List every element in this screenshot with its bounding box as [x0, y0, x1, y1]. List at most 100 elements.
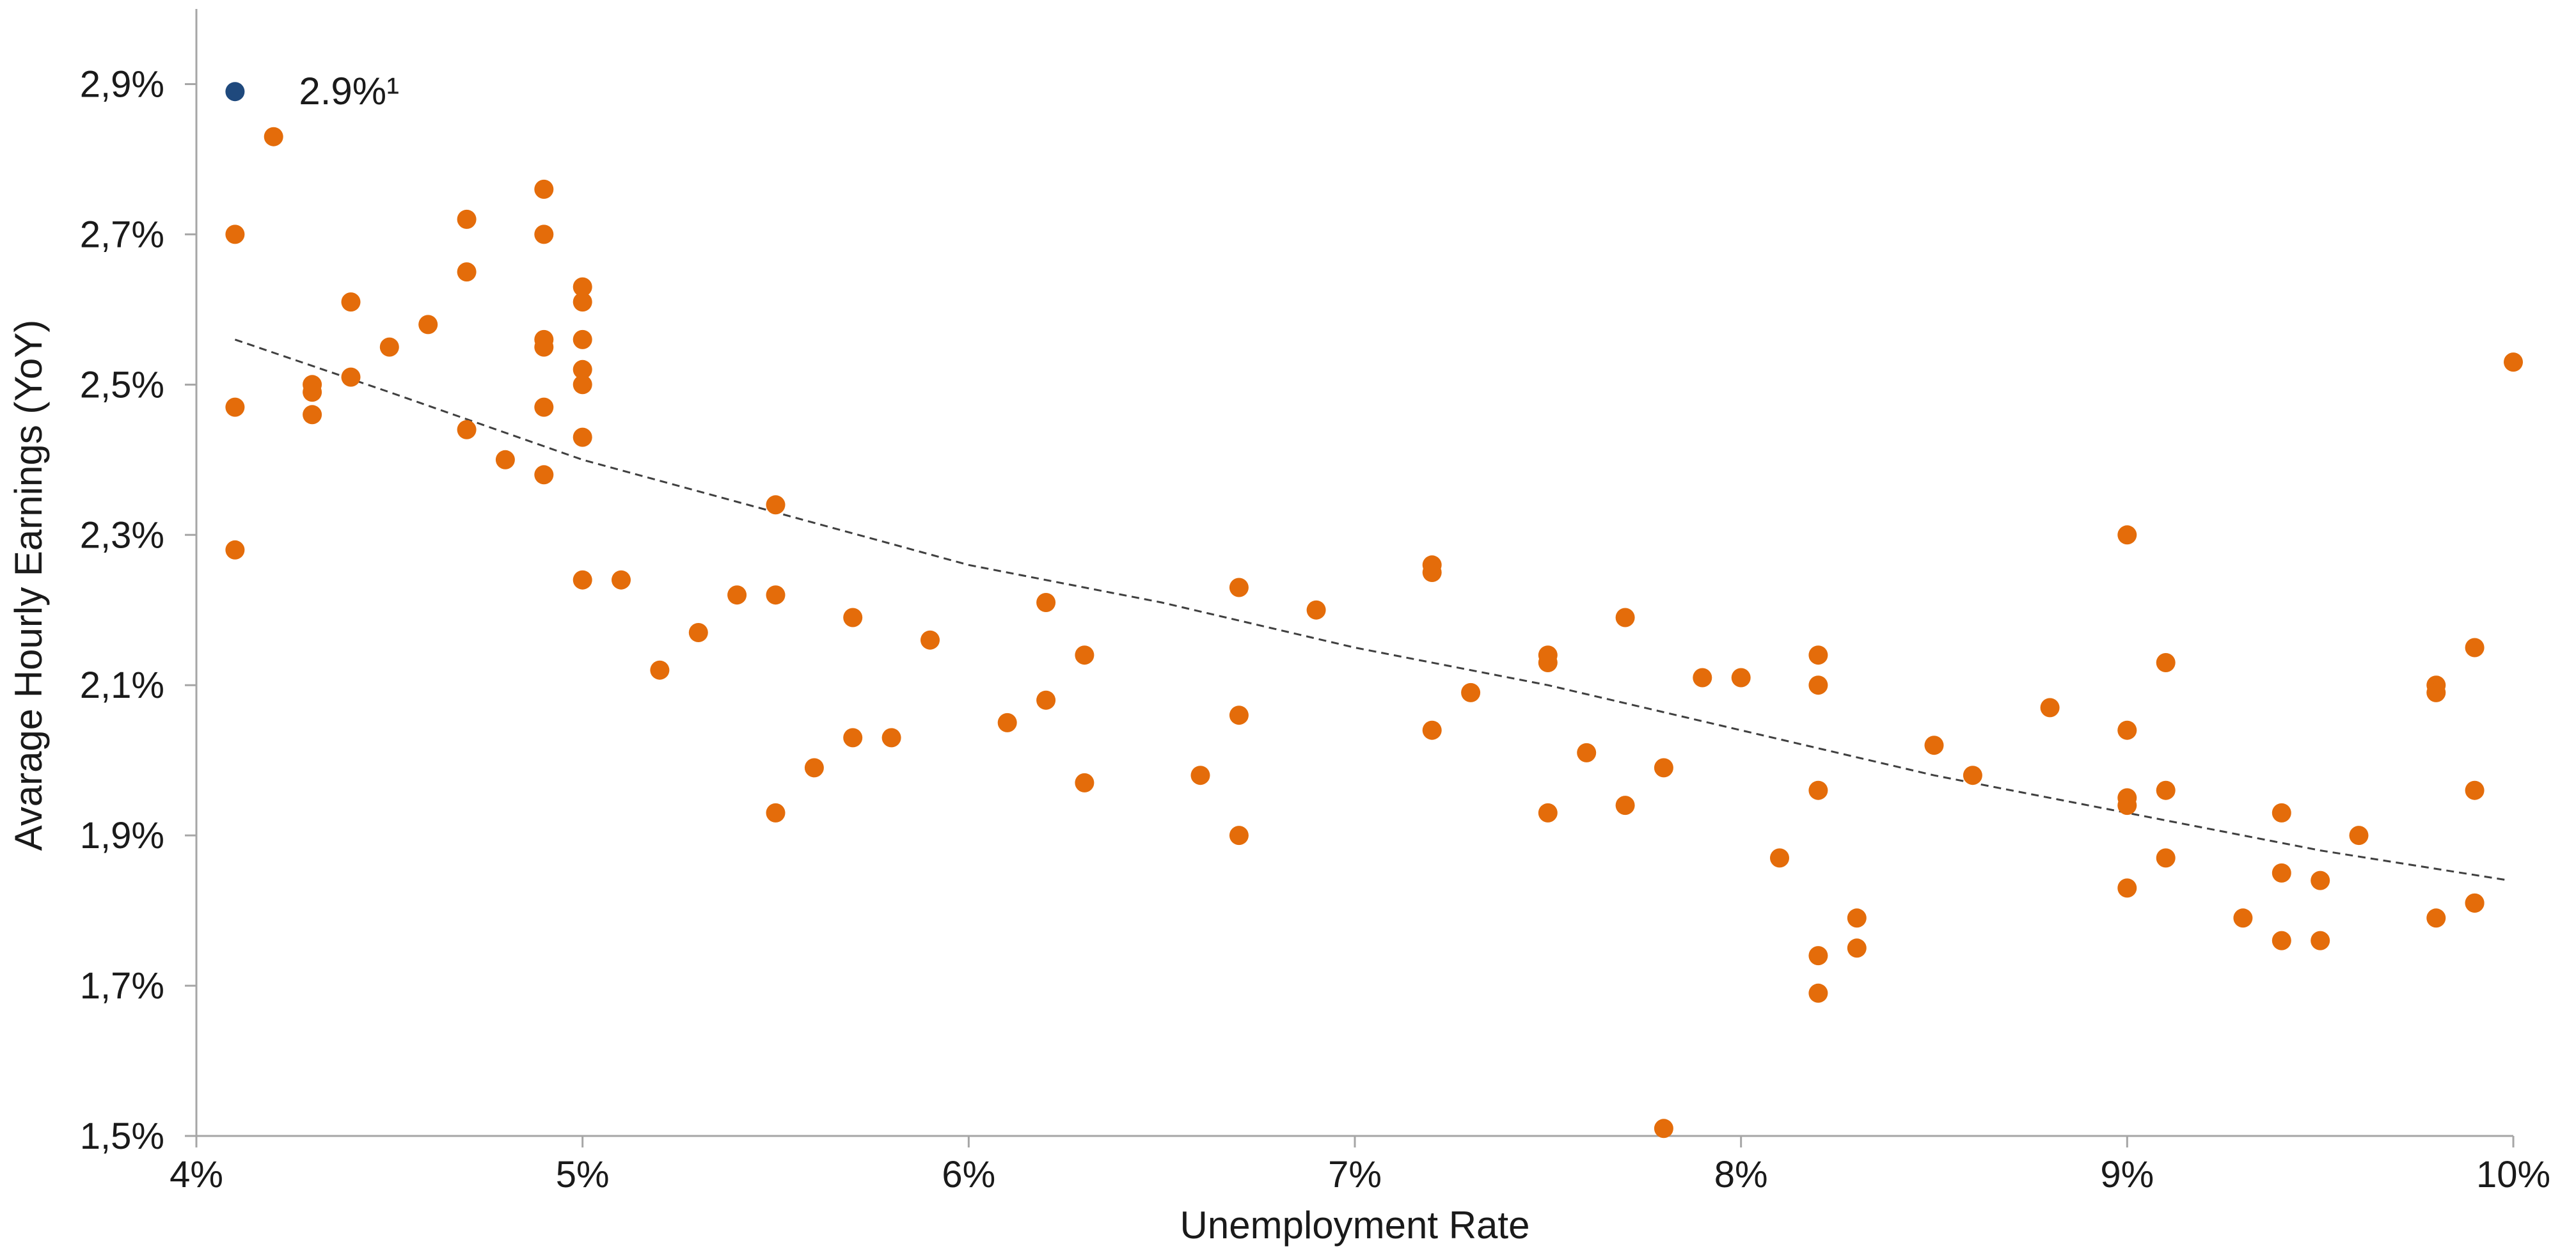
x-tick-labels: 4% 5% 6% 7% 8% 9% 10%: [170, 1154, 2550, 1195]
data-point: [225, 540, 245, 560]
data-point: [1808, 780, 1828, 800]
data-point: [1963, 766, 1982, 785]
data-point: [2156, 848, 2176, 868]
data-point: [2272, 803, 2291, 823]
data-point: [2465, 893, 2485, 913]
y-tick-label: 2,5%: [80, 364, 164, 406]
data-point: [1461, 682, 1481, 702]
data-point: [1229, 705, 1249, 725]
data-point: [1731, 668, 1751, 688]
data-point: [457, 209, 477, 229]
highlight-point: [225, 82, 245, 102]
y-tick-label: 1,9%: [80, 815, 164, 856]
data-point: [534, 225, 554, 244]
data-point: [225, 225, 245, 244]
data-point: [341, 292, 361, 312]
data-point: [457, 420, 477, 439]
data-point: [766, 495, 786, 515]
data-point: [997, 713, 1017, 732]
data-point: [2272, 863, 2291, 883]
data-point: [573, 277, 592, 297]
y-tick-labels: 1,5% 1,7% 1,9% 2,1% 2,3% 2,5% 2,7% 2,9%: [80, 63, 164, 1157]
data-point: [612, 570, 631, 590]
data-point: [573, 570, 592, 590]
data-point: [1075, 773, 1094, 792]
data-point: [379, 337, 399, 357]
data-point: [2426, 908, 2446, 928]
y-axis-title: Avarage Hourly Earnings (YoY): [7, 320, 50, 851]
y-tick-label: 2,7%: [80, 214, 164, 255]
data-point: [1190, 766, 1210, 785]
data-point: [2040, 698, 2060, 718]
data-points: [225, 127, 2523, 1139]
data-point: [2504, 352, 2523, 372]
data-point: [2349, 826, 2369, 846]
data-point: [1538, 803, 1558, 823]
data-point: [921, 630, 940, 650]
x-tick-label: 5%: [556, 1154, 610, 1195]
data-point: [418, 315, 438, 335]
data-point: [1654, 758, 1673, 778]
data-point: [573, 359, 592, 379]
data-point: [1229, 578, 1249, 597]
highlight-layer: 2.9%¹: [225, 70, 399, 113]
data-point: [534, 397, 554, 417]
data-point: [766, 585, 786, 605]
data-point: [843, 728, 863, 748]
y-tick-label: 2,3%: [80, 514, 164, 556]
data-point: [573, 329, 592, 349]
x-tick-label: 10%: [2476, 1154, 2550, 1195]
data-point: [2156, 780, 2176, 800]
data-point: [843, 608, 863, 627]
data-point: [1808, 645, 1828, 665]
axes: [185, 9, 2515, 1147]
data-point: [2117, 525, 2137, 545]
x-axis-title: Unemployment Rate: [1180, 1204, 1530, 1247]
data-point: [225, 397, 245, 417]
data-point: [264, 127, 283, 146]
data-point: [303, 382, 322, 402]
data-point: [573, 427, 592, 447]
data-point: [1808, 675, 1828, 695]
data-point: [1229, 826, 1249, 846]
data-point: [303, 405, 322, 425]
data-point: [727, 585, 747, 605]
data-point: [2311, 871, 2330, 890]
data-point: [534, 465, 554, 485]
data-point: [2311, 931, 2330, 950]
data-point: [495, 450, 515, 469]
y-tick-label: 1,5%: [80, 1115, 164, 1157]
data-point: [1693, 668, 1712, 688]
data-point: [2117, 878, 2137, 898]
x-tick-label: 8%: [1714, 1154, 1768, 1195]
data-point: [1615, 796, 1635, 816]
data-point: [341, 367, 361, 387]
data-point: [2465, 638, 2485, 658]
data-point: [1422, 563, 1442, 582]
data-point: [1770, 848, 1789, 868]
data-point: [1036, 593, 1056, 612]
data-point: [650, 660, 670, 680]
data-point: [1847, 908, 1867, 928]
data-point: [534, 337, 554, 357]
data-point: [1538, 653, 1558, 672]
data-point: [1615, 608, 1635, 627]
data-point: [1924, 736, 1944, 755]
x-tick-label: 6%: [942, 1154, 995, 1195]
data-point: [573, 292, 592, 312]
x-tick-label: 4%: [170, 1154, 223, 1195]
highlight-label: 2.9%¹: [299, 70, 399, 113]
data-point: [2426, 682, 2446, 702]
data-point: [1847, 938, 1867, 958]
data-point: [804, 758, 824, 778]
data-point: [2117, 720, 2137, 740]
data-point: [2465, 780, 2485, 800]
data-point: [1808, 983, 1828, 1003]
data-point: [766, 803, 786, 823]
y-tick-label: 2,9%: [80, 63, 164, 105]
data-point: [2156, 653, 2176, 672]
data-point: [1808, 946, 1828, 966]
data-point: [881, 728, 901, 748]
data-point: [1577, 743, 1597, 762]
